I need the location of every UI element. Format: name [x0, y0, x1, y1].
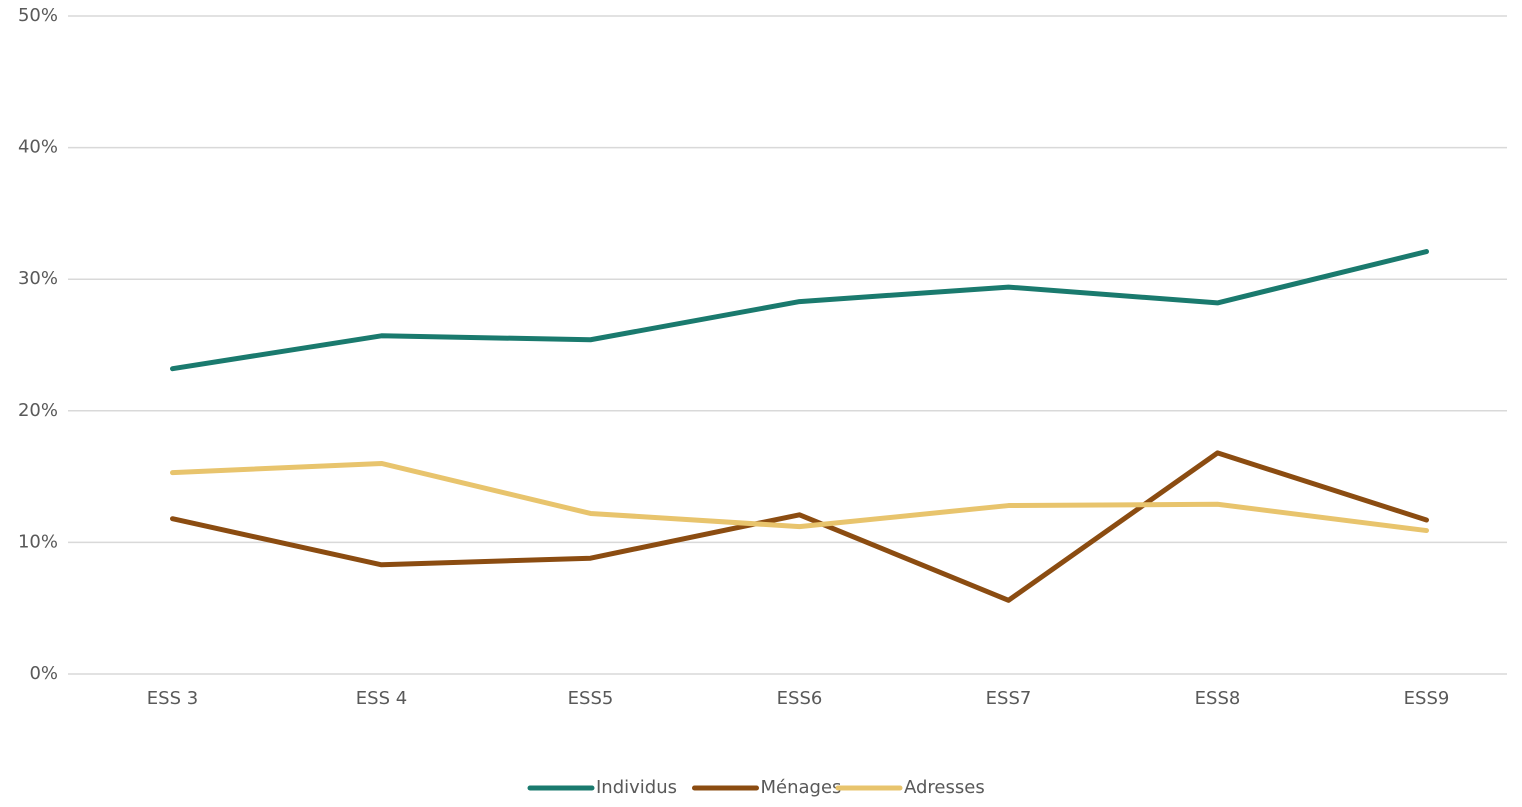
y-tick-label: 40% — [18, 137, 58, 158]
x-tick-label: ESS8 — [1195, 688, 1241, 709]
line-series — [170, 249, 1429, 372]
y-tick-label: 30% — [18, 268, 58, 289]
x-tick-label: ESS 3 — [147, 688, 198, 709]
y-tick-label: 50% — [18, 5, 58, 26]
y-tick-label: 0% — [29, 663, 58, 684]
line-series — [170, 450, 1429, 603]
x-tick-label: ESS5 — [568, 688, 614, 709]
x-tick-label: ESS9 — [1404, 688, 1450, 709]
legend-item: Adresses — [835, 777, 985, 798]
legend-label: Adresses — [904, 777, 985, 798]
legend-label: Individus — [596, 777, 677, 798]
legend-item: Ménages — [692, 777, 842, 798]
legend-item: Individus — [527, 777, 677, 798]
line-series — [170, 460, 1429, 534]
y-tick-label: 20% — [18, 400, 58, 421]
legend-label: Ménages — [761, 777, 842, 798]
x-tick-label: ESS 4 — [356, 688, 407, 709]
x-tick-label: ESS6 — [777, 688, 823, 709]
x-tick-label: ESS7 — [986, 688, 1032, 709]
y-tick-label: 10% — [18, 531, 58, 552]
